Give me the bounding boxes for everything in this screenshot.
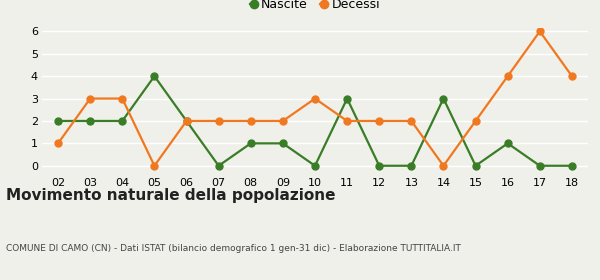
Decessi: [472, 119, 479, 123]
Nascite: [568, 164, 575, 167]
Nascite: [215, 164, 222, 167]
Nascite: [311, 164, 319, 167]
Decessi: [568, 74, 575, 78]
Nascite: [247, 142, 254, 145]
Decessi: [86, 97, 94, 100]
Nascite: [279, 142, 286, 145]
Decessi: [408, 119, 415, 123]
Decessi: [440, 164, 447, 167]
Nascite: [440, 97, 447, 100]
Nascite: [151, 74, 158, 78]
Decessi: [311, 97, 319, 100]
Decessi: [247, 119, 254, 123]
Nascite: [504, 142, 511, 145]
Nascite: [536, 164, 544, 167]
Decessi: [279, 119, 286, 123]
Decessi: [344, 119, 351, 123]
Text: Movimento naturale della popolazione: Movimento naturale della popolazione: [6, 188, 335, 203]
Nascite: [183, 119, 190, 123]
Decessi: [151, 164, 158, 167]
Legend: Nascite, Decessi: Nascite, Decessi: [245, 0, 385, 17]
Nascite: [472, 164, 479, 167]
Decessi: [119, 97, 126, 100]
Text: COMUNE DI CAMO (CN) - Dati ISTAT (bilancio demografico 1 gen-31 dic) - Elaborazi: COMUNE DI CAMO (CN) - Dati ISTAT (bilanc…: [6, 244, 461, 253]
Nascite: [408, 164, 415, 167]
Decessi: [55, 142, 62, 145]
Decessi: [536, 30, 544, 33]
Decessi: [504, 74, 511, 78]
Nascite: [376, 164, 383, 167]
Decessi: [376, 119, 383, 123]
Nascite: [86, 119, 94, 123]
Decessi: [215, 119, 222, 123]
Line: Nascite: Nascite: [55, 73, 575, 169]
Line: Decessi: Decessi: [55, 28, 575, 169]
Nascite: [55, 119, 62, 123]
Nascite: [344, 97, 351, 100]
Nascite: [119, 119, 126, 123]
Decessi: [183, 119, 190, 123]
